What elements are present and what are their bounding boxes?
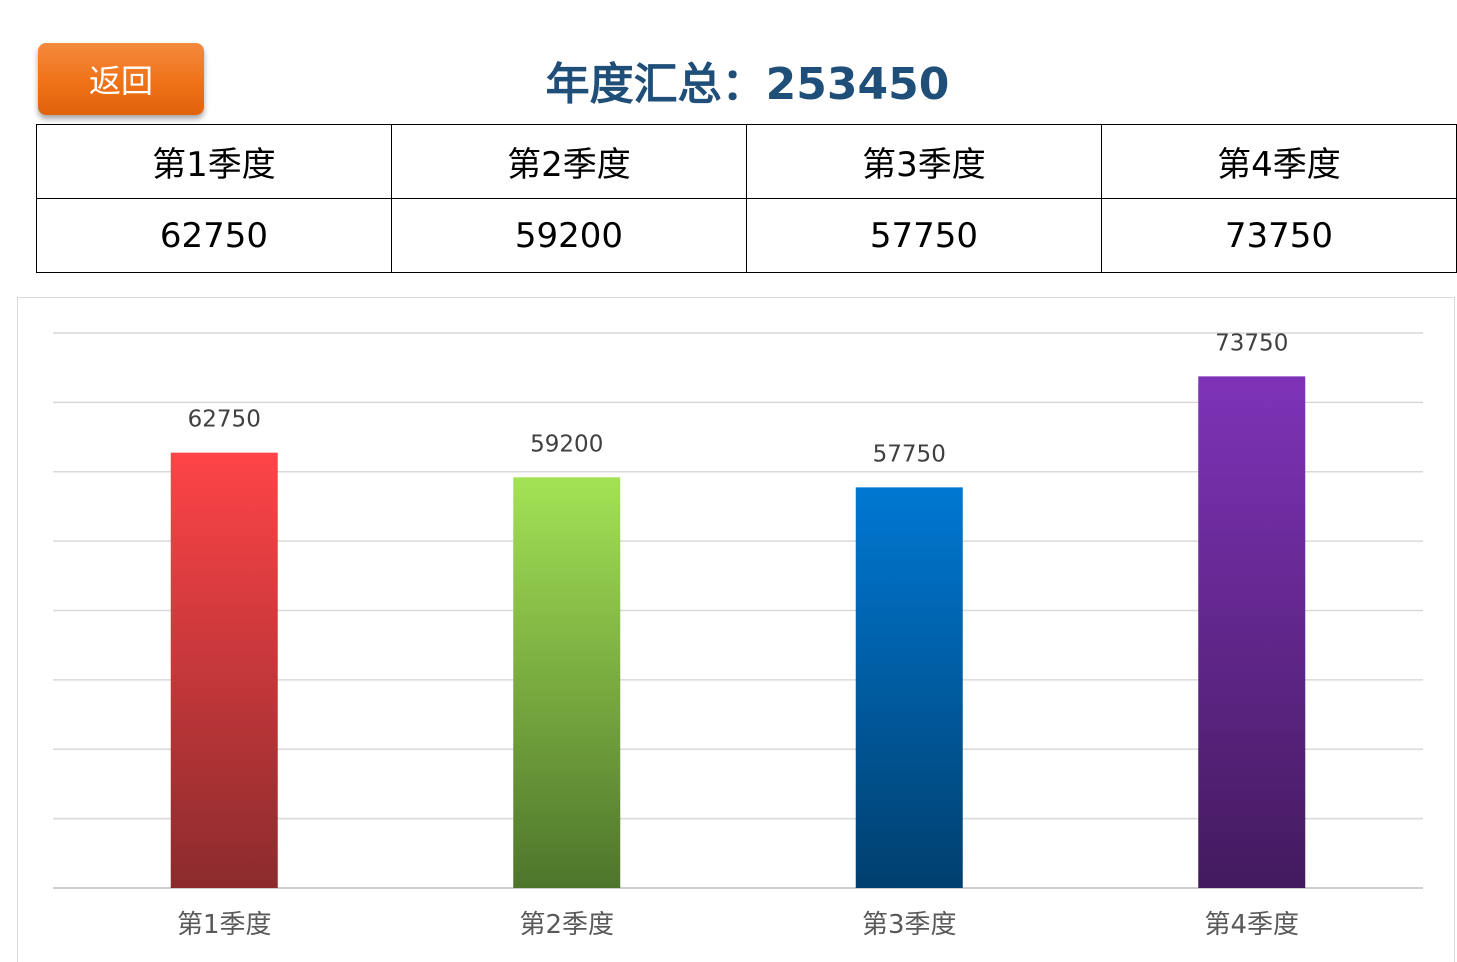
bar-chart: 62750 第1季度 59200 第2季度 57750 第3季度 73750 第4季度 — [53, 330, 1423, 940]
table-row: 62750 59200 57750 73750 — [36, 198, 1457, 273]
x-tick-label: 第4季度 — [1204, 910, 1299, 940]
table-header-cell: 第1季度 — [36, 124, 392, 199]
x-tick-label: 第2季度 — [519, 910, 614, 940]
data-label: 62750 — [188, 407, 261, 433]
table-value-cell: 57750 — [746, 198, 1102, 273]
bar-2 — [513, 477, 621, 888]
bar-4 — [1198, 376, 1306, 888]
table-header-cell: 第2季度 — [391, 124, 747, 199]
back-button[interactable]: 返回 — [38, 43, 204, 115]
bar-1 — [170, 452, 278, 888]
x-tick-label: 第1季度 — [177, 910, 272, 940]
data-label: 73750 — [1215, 330, 1288, 356]
table-header-cell: 第4季度 — [1101, 124, 1457, 199]
chart-frame: 62750 第1季度 59200 第2季度 57750 第3季度 73750 第4季度 — [17, 297, 1455, 962]
table-value-cell: 59200 — [391, 198, 747, 273]
quarter-summary-table: 第1季度 第2季度 第3季度 第4季度 62750 59200 57750 73… — [36, 124, 1457, 273]
page-title: 年度汇总：253450 — [545, 59, 950, 110]
x-tick-label: 第3季度 — [862, 910, 957, 940]
table-header-row: 第1季度 第2季度 第3季度 第4季度 — [36, 124, 1457, 199]
table-value-cell: 62750 — [36, 198, 392, 273]
table-header-cell: 第3季度 — [746, 124, 1102, 199]
data-label: 57750 — [873, 441, 946, 467]
table-value-cell: 73750 — [1101, 198, 1457, 273]
data-label: 59200 — [530, 431, 603, 457]
bar-3 — [855, 487, 963, 888]
